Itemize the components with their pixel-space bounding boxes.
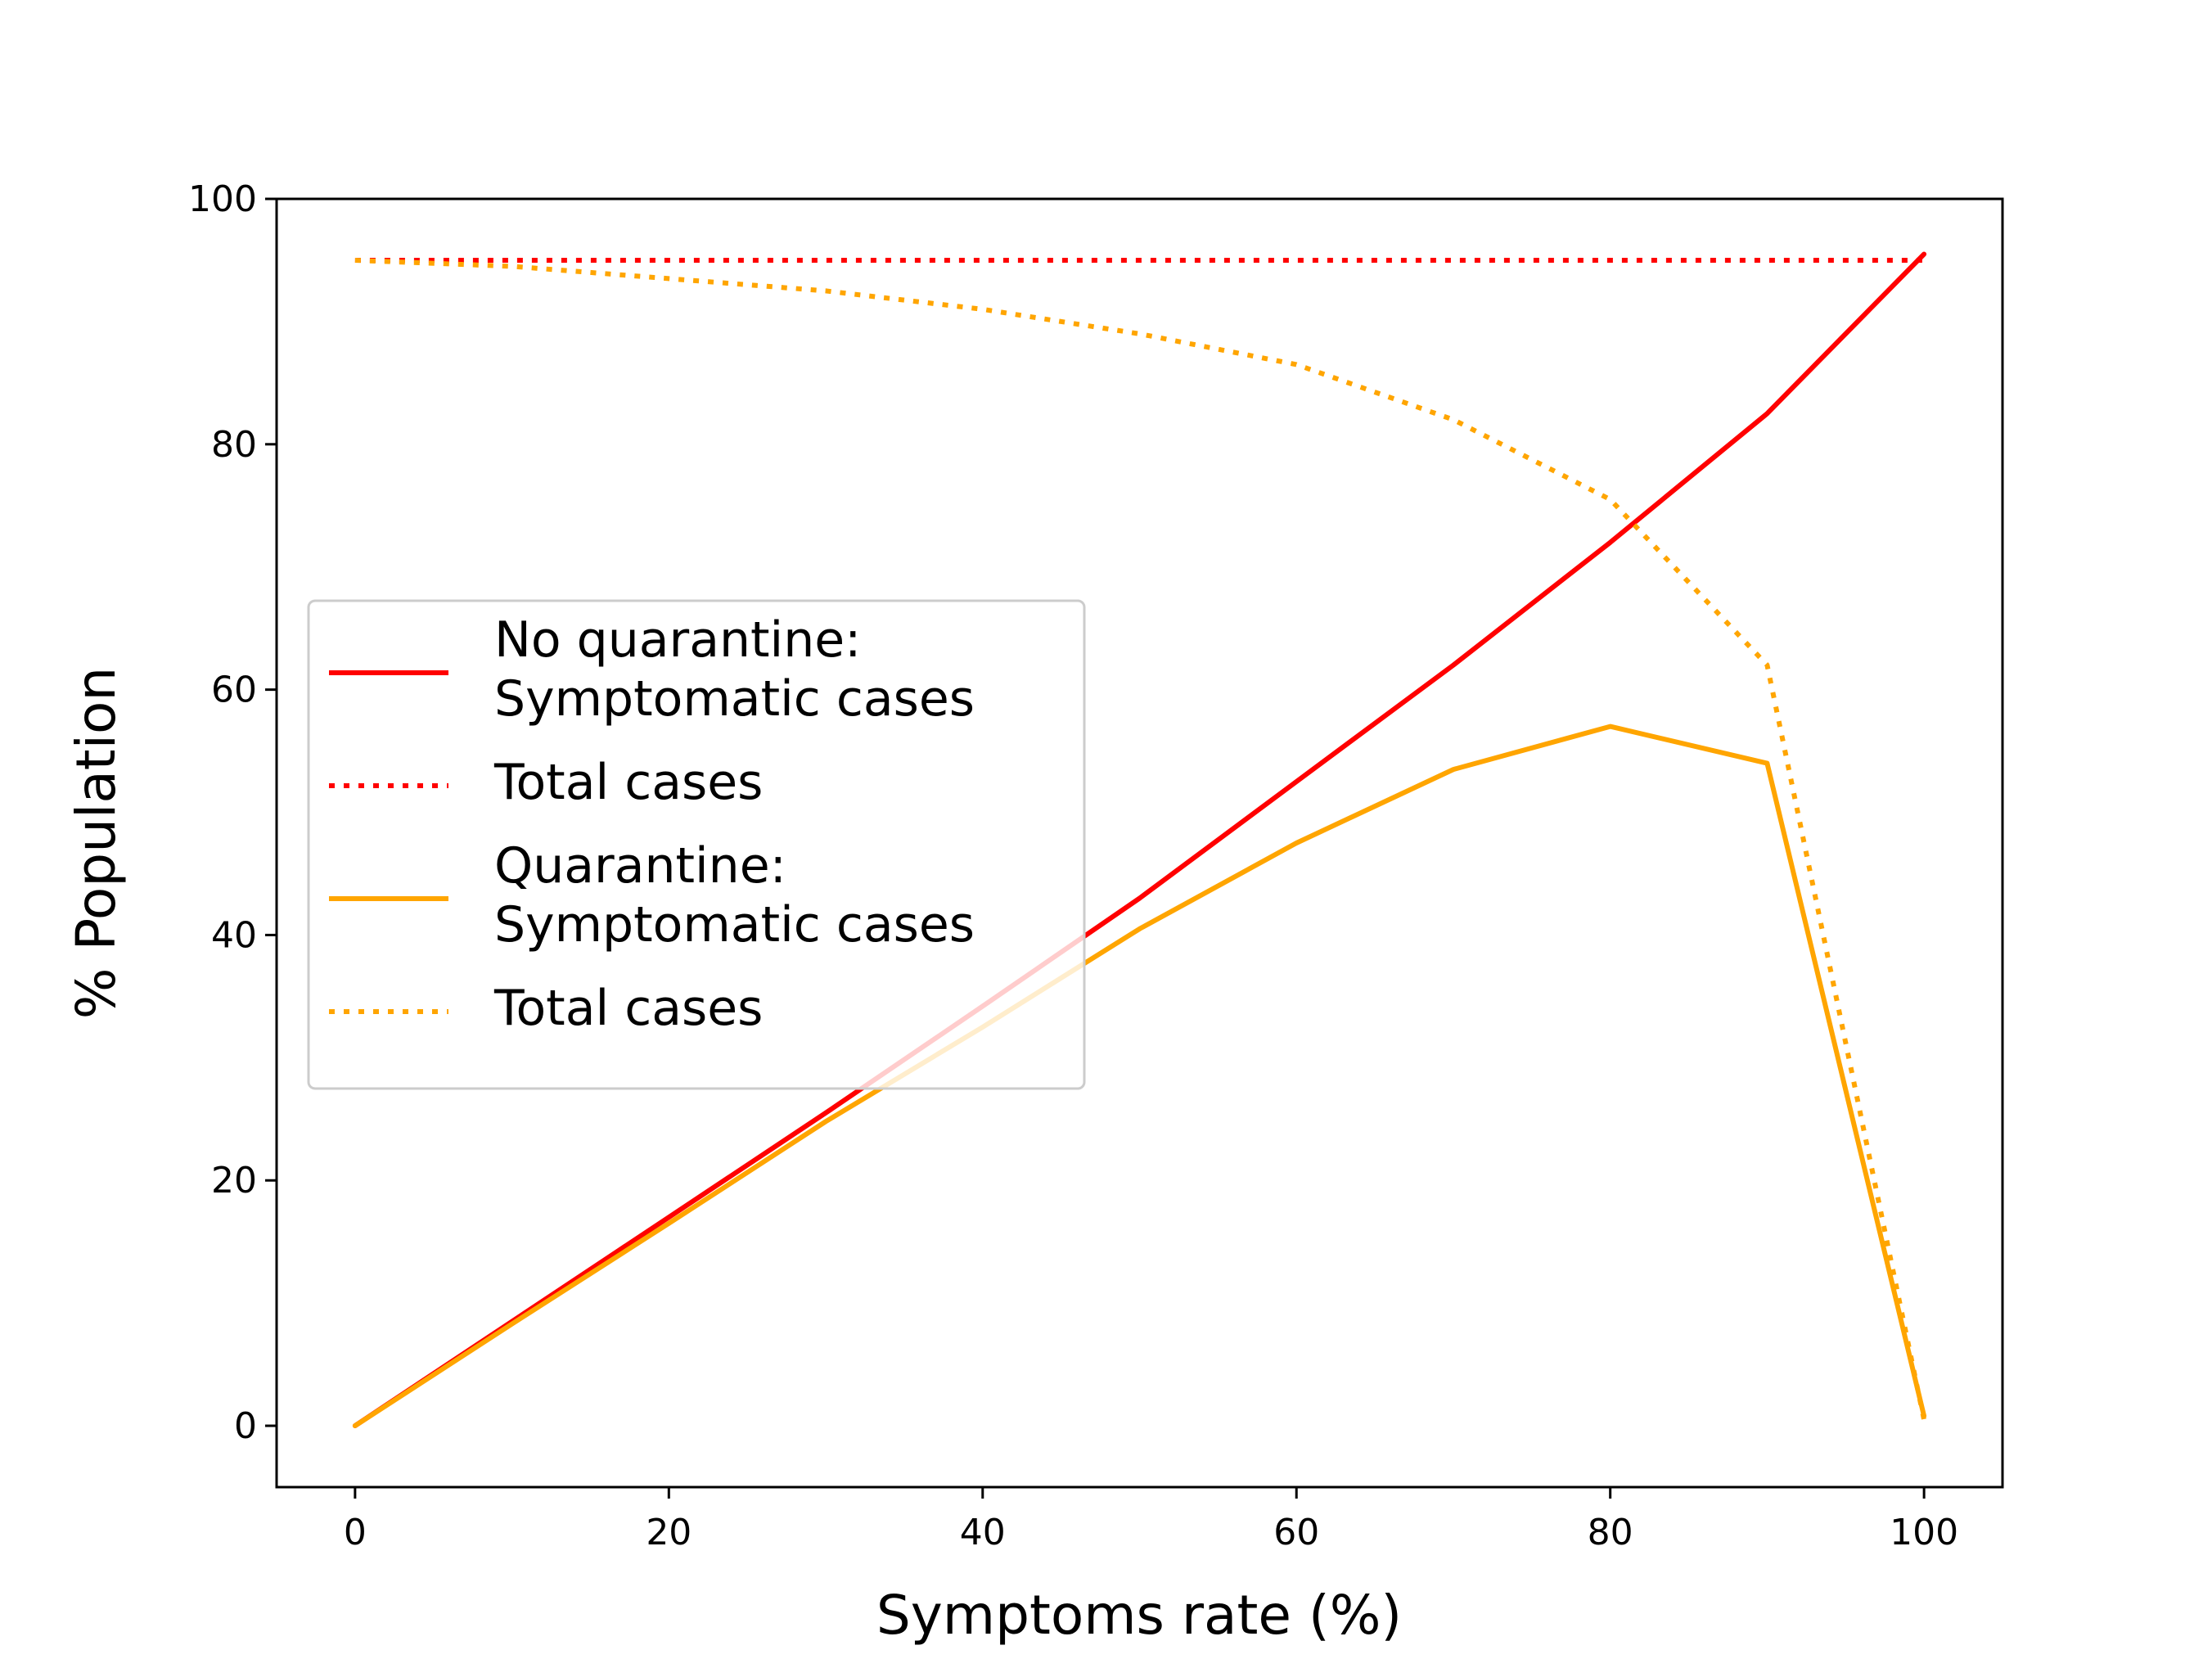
legend-box (307, 599, 1086, 1090)
y-axis-title: % Population (65, 667, 128, 1019)
y-tick-label: 0 (234, 1405, 257, 1447)
y-tick-label: 40 (211, 914, 257, 956)
series-line-2 (352, 724, 1927, 1428)
x-tick-label: 40 (960, 1512, 1006, 1553)
x-axis-title: Symptoms rate (%) (876, 1584, 1402, 1647)
legend-label: Quarantine: (494, 837, 786, 895)
y-tick-label: 20 (211, 1160, 257, 1201)
x-axis: 0 20 40 60 80 100 (344, 1487, 1958, 1553)
legend-label: Symptomatic cases (494, 670, 975, 728)
legend-label: Total cases (493, 754, 763, 811)
legend-label: Symptomatic cases (494, 896, 975, 953)
x-tick-label: 20 (646, 1512, 692, 1553)
x-tick-label: 60 (1273, 1512, 1319, 1553)
legend-label: Total cases (493, 980, 763, 1037)
series-line-0 (352, 251, 1927, 1428)
x-tick-label: 0 (344, 1512, 367, 1553)
y-tick-label: 60 (211, 669, 257, 711)
legend-label: No quarantine: (494, 611, 861, 669)
x-tick-label: 80 (1588, 1512, 1633, 1553)
y-tick-label: 100 (188, 178, 257, 220)
plot-area-frame (275, 197, 2004, 1489)
y-tick-label: 80 (211, 424, 257, 466)
series-layer (352, 251, 1927, 1428)
x-tick-label: 100 (1890, 1512, 1958, 1553)
y-axis: 0 20 40 60 80 100 (188, 178, 277, 1447)
